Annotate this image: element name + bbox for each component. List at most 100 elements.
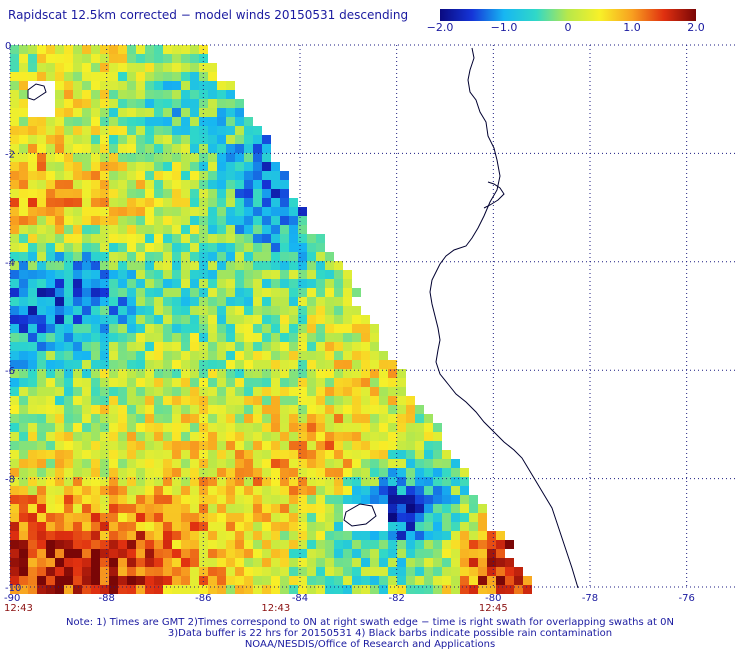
data-cell xyxy=(118,342,127,351)
data-cell xyxy=(172,522,181,531)
data-cell xyxy=(118,540,127,549)
data-cell xyxy=(343,270,352,279)
data-cell xyxy=(433,576,442,585)
data-cell xyxy=(235,585,244,594)
data-cell xyxy=(352,306,361,315)
data-cell xyxy=(118,432,127,441)
data-cell xyxy=(109,486,118,495)
data-cell xyxy=(181,279,190,288)
data-cell xyxy=(55,540,64,549)
data-cell xyxy=(37,180,46,189)
data-cell xyxy=(289,441,298,450)
data-cell xyxy=(82,216,91,225)
data-cell xyxy=(235,414,244,423)
data-cell xyxy=(352,486,361,495)
data-cell xyxy=(127,252,136,261)
data-cell xyxy=(163,153,172,162)
data-cell xyxy=(10,234,19,243)
data-cell xyxy=(361,342,370,351)
data-cell xyxy=(244,477,253,486)
data-cell xyxy=(46,198,55,207)
data-cell xyxy=(262,333,271,342)
rain-contamination-outline xyxy=(343,503,377,527)
data-cell xyxy=(10,441,19,450)
data-cell xyxy=(388,414,397,423)
data-cell xyxy=(46,162,55,171)
data-cell xyxy=(127,261,136,270)
data-cell xyxy=(307,315,316,324)
data-cell xyxy=(37,261,46,270)
data-cell xyxy=(226,324,235,333)
data-cell xyxy=(145,108,154,117)
data-cell xyxy=(172,306,181,315)
time-label: 12:45 xyxy=(479,603,508,614)
data-cell xyxy=(55,162,64,171)
data-cell xyxy=(46,153,55,162)
data-cell xyxy=(352,477,361,486)
data-cell xyxy=(46,522,55,531)
data-cell xyxy=(172,126,181,135)
data-cell xyxy=(73,405,82,414)
data-cell xyxy=(415,585,424,594)
data-cell xyxy=(163,423,172,432)
data-cell xyxy=(271,243,280,252)
data-cell xyxy=(64,432,73,441)
data-cell xyxy=(280,189,289,198)
data-cell xyxy=(118,162,127,171)
data-cell xyxy=(145,72,154,81)
data-cell xyxy=(172,324,181,333)
data-cell xyxy=(163,144,172,153)
data-cell xyxy=(487,585,496,594)
data-cell xyxy=(289,378,298,387)
data-cell xyxy=(100,369,109,378)
data-cell xyxy=(91,252,100,261)
data-cell xyxy=(64,207,73,216)
data-cell xyxy=(55,513,64,522)
data-cell xyxy=(55,72,64,81)
data-cell xyxy=(190,441,199,450)
data-cell xyxy=(451,468,460,477)
data-cell xyxy=(73,387,82,396)
data-cell xyxy=(163,495,172,504)
data-cell xyxy=(145,171,154,180)
data-cell xyxy=(442,576,451,585)
data-cell xyxy=(91,45,100,54)
data-cell xyxy=(73,369,82,378)
data-cell xyxy=(235,522,244,531)
data-cell xyxy=(226,144,235,153)
data-cell xyxy=(28,117,37,126)
data-cell xyxy=(55,207,64,216)
data-cell xyxy=(343,360,352,369)
data-cell xyxy=(55,342,64,351)
data-cell xyxy=(325,522,334,531)
data-cell xyxy=(64,333,73,342)
data-cell xyxy=(118,531,127,540)
data-cell xyxy=(352,351,361,360)
data-cell xyxy=(145,243,154,252)
data-cell xyxy=(46,63,55,72)
data-cell xyxy=(19,207,28,216)
data-cell xyxy=(118,135,127,144)
data-cell xyxy=(325,432,334,441)
data-cell xyxy=(55,468,64,477)
data-cell xyxy=(244,396,253,405)
data-cell xyxy=(226,540,235,549)
data-cell xyxy=(118,288,127,297)
data-cell xyxy=(208,126,217,135)
data-cell xyxy=(10,288,19,297)
data-cell xyxy=(271,180,280,189)
data-cell xyxy=(154,63,163,72)
data-cell xyxy=(496,540,505,549)
data-cell xyxy=(298,441,307,450)
data-cell xyxy=(118,441,127,450)
data-cell xyxy=(325,459,334,468)
data-cell xyxy=(307,234,316,243)
data-cell xyxy=(91,207,100,216)
data-cell xyxy=(118,117,127,126)
data-cell xyxy=(172,387,181,396)
data-cell xyxy=(28,135,37,144)
data-cell xyxy=(190,477,199,486)
data-cell xyxy=(163,540,172,549)
data-cell xyxy=(100,243,109,252)
data-cell xyxy=(361,549,370,558)
